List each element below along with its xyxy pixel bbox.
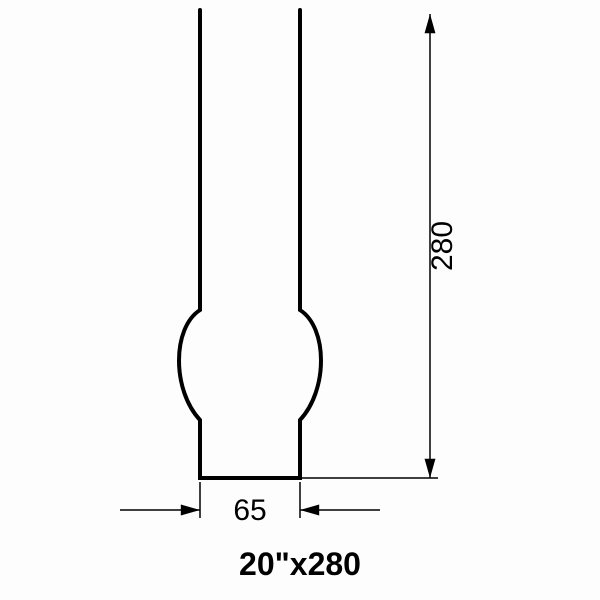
- technical-drawing: 280 65 20"x280: [0, 0, 600, 600]
- vertical-dimension-label: 280: [426, 221, 459, 271]
- horizontal-dimension-label: 65: [233, 494, 266, 527]
- arrowhead: [425, 14, 436, 33]
- caption-label: 20"x280: [239, 546, 361, 582]
- arrowhead: [425, 459, 436, 478]
- arrowhead: [300, 505, 319, 516]
- chimney-outline: [179, 10, 321, 478]
- arrowhead: [181, 505, 200, 516]
